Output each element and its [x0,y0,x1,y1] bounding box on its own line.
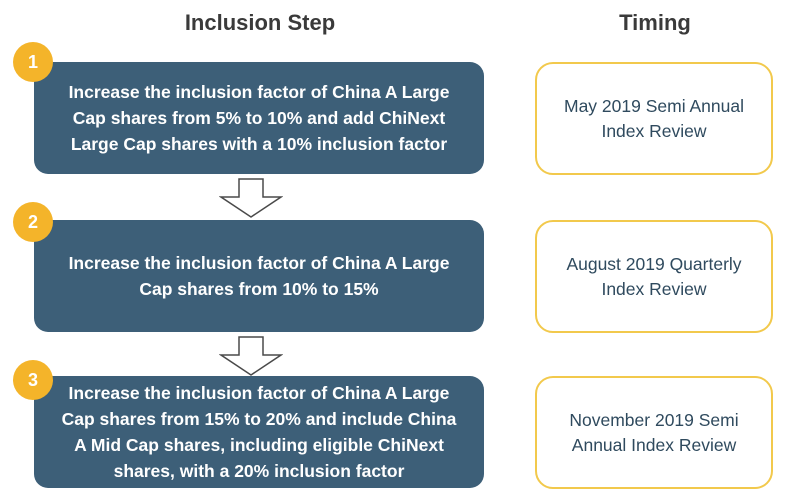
step-2-number-badge: 2 [13,202,53,242]
step-3-box: Increase the inclusion factor of China A… [34,376,484,488]
step-2-box: Increase the inclusion factor of China A… [34,220,484,332]
timing-header: Timing [619,10,691,35]
inclusion-step-header: Inclusion Step [184,10,336,35]
step-1-box: Increase the inclusion factor of China A… [34,62,484,174]
down-arrow-icon [219,178,283,218]
step-3-number-badge: 3 [13,360,53,400]
step-2-timing-box: August 2019 Quarterly Index Review [535,220,773,333]
step-3-timing-box: November 2019 Semi Annual Index Review [535,376,773,489]
step-1-number-badge: 1 [13,42,53,82]
step-1-timing-box: May 2019 Semi Annual Index Review [535,62,773,175]
down-arrow-icon [219,336,283,376]
